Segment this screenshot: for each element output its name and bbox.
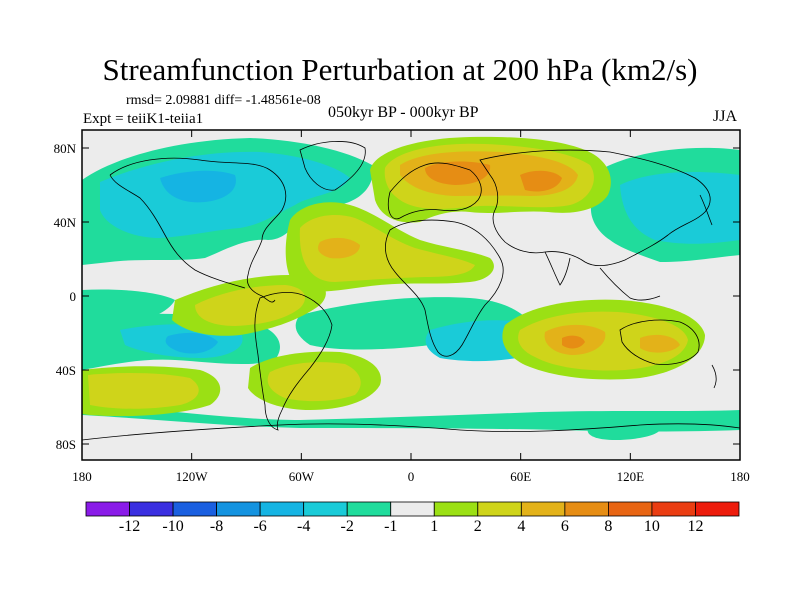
- lon-tick-label: 120W: [176, 469, 209, 484]
- lat-tick-label: 40S: [56, 363, 76, 378]
- season-label: JJA: [713, 108, 738, 125]
- contour-aus-level3: [640, 334, 680, 353]
- plot-title: Streamfunction Perturbation at 200 hPa (…: [102, 52, 698, 87]
- colorbar-label: -6: [253, 518, 266, 535]
- colorbar-swatch: [520, 501, 566, 517]
- colorbar-swatch: [390, 501, 435, 517]
- colorbar-swatch: [85, 501, 130, 517]
- colorbar-label: 10: [644, 518, 660, 535]
- colorbar-label: -1: [384, 518, 397, 535]
- colorbar-swatch: [477, 501, 522, 517]
- contour-southern-ocean: [82, 400, 740, 432]
- colorbar-swatch: [216, 501, 261, 517]
- colorbar-swatch: [608, 501, 653, 517]
- colorbar-label: 4: [517, 518, 525, 535]
- latitude-ticks: 80N 40N 0 40S 80S: [54, 141, 740, 452]
- coast-na-west: [109, 174, 246, 289]
- colorbar-swatch: [695, 501, 740, 517]
- contour-asia-level2: [620, 172, 740, 244]
- lat-tick-label: 80N: [54, 141, 77, 156]
- positive-anomaly-regions: [82, 136, 705, 417]
- contour-eu-level4b: [520, 170, 562, 192]
- colorbar-swatch: [346, 501, 392, 517]
- coast-new-zealand: [711, 364, 717, 389]
- contour-tep-level2: [195, 285, 305, 326]
- experiment-label: Expt = teiiK1-teiia1: [83, 111, 204, 127]
- stats-text: rmsd= 2.09881 diff= -1.48561e-08: [126, 93, 321, 108]
- colorbar-label: 8: [604, 518, 612, 535]
- coast-japan: [699, 194, 713, 226]
- contour-satl-level2: [267, 362, 361, 402]
- coast-greenland: [299, 141, 366, 191]
- contour-eu-level4: [425, 161, 491, 185]
- lon-tick-label: 60E: [510, 469, 531, 484]
- colorbar-swatch: [433, 501, 479, 517]
- lon-tick-label: 120E: [617, 469, 645, 484]
- contour-io-level4: [562, 335, 585, 349]
- contour-atl-level2: [299, 215, 475, 282]
- coast-europe: [387, 162, 482, 220]
- colorbar-swatch: [564, 501, 609, 517]
- period-label: 050kyr BP - 000kyr BP: [328, 104, 479, 121]
- coast-south-america: [254, 292, 333, 431]
- negative-anomaly-regions: [82, 138, 740, 440]
- coast-asia: [479, 149, 711, 266]
- colorbar-label: 2: [474, 518, 482, 535]
- lon-tick-label: 180: [730, 469, 750, 484]
- lat-tick-label: 0: [70, 289, 77, 304]
- coast-se-asia: [599, 267, 661, 301]
- lon-tick-label: 0: [408, 469, 415, 484]
- coast-india: [544, 251, 571, 286]
- colorbar-label: 6: [561, 518, 569, 535]
- colorbar-swatch: [303, 501, 348, 517]
- colorbar-swatch: [259, 501, 305, 517]
- colorbar-swatch: [172, 501, 217, 517]
- coast-africa: [385, 219, 504, 357]
- contour-atl-level3: [318, 237, 360, 259]
- colorbar-label: 12: [687, 518, 703, 535]
- longitude-ticks: 180 120W 60W 0 60E 120E 180: [72, 130, 750, 484]
- lon-tick-label: 180: [72, 469, 92, 484]
- colorbar: -12 -10 -8 -6 -4 -2 -1 1 2 4 6 8 10 12: [85, 501, 740, 535]
- contour-na-level3: [160, 170, 236, 203]
- colorbar-label: -10: [162, 518, 183, 535]
- contour-field: [82, 130, 740, 460]
- coast-antarctica: [82, 423, 740, 441]
- coast-australia: [619, 319, 700, 365]
- coastlines: [82, 141, 740, 441]
- colorbar-label: -8: [210, 518, 223, 535]
- colorbar-label: 1: [430, 518, 438, 535]
- contour-sp-level3: [165, 332, 218, 354]
- colorbar-label: -4: [297, 518, 310, 535]
- lat-tick-label: 40N: [54, 215, 77, 230]
- lat-tick-label: 80S: [56, 437, 76, 452]
- colorbar-label: -12: [119, 518, 140, 535]
- coast-north-america: [109, 157, 287, 303]
- colorbar-label: -2: [341, 518, 354, 535]
- contour-spac-level2: [88, 373, 199, 409]
- lon-tick-label: 60W: [289, 469, 315, 484]
- colorbar-swatch: [651, 501, 696, 517]
- colorbar-swatch: [129, 501, 174, 517]
